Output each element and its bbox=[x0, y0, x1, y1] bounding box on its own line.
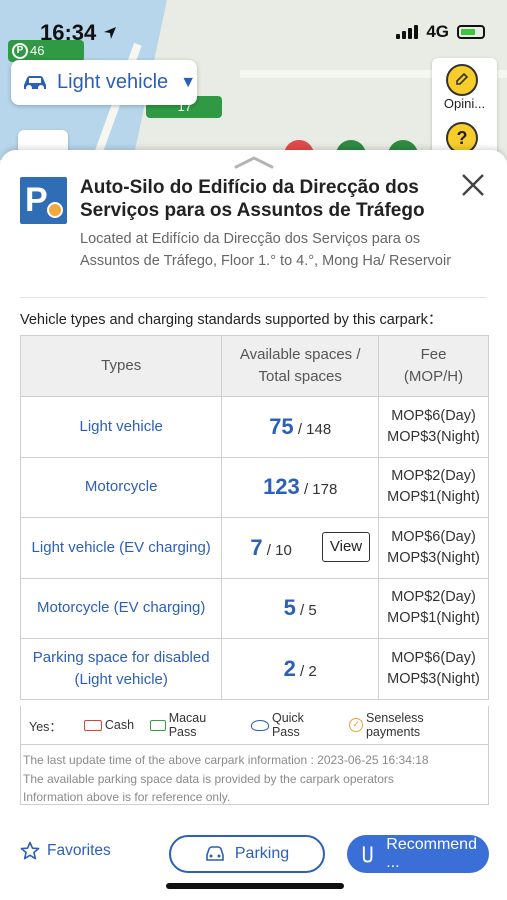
table-row: Motorcycle 123 / 178 MOP$2(Day) MOP$1(Nig… bbox=[19, 456, 489, 518]
header-spaces: Available spaces / Total spaces bbox=[221, 335, 380, 397]
divider bbox=[20, 297, 487, 298]
favorites-label: Favorites bbox=[47, 842, 111, 859]
fee: MOP$6(Day) MOP$3(Night) bbox=[378, 396, 489, 458]
senseless-badge-icon bbox=[47, 202, 63, 218]
car-icon bbox=[206, 846, 224, 861]
available-spaces: 7 / 10 View bbox=[221, 517, 380, 579]
carpark-title: Auto-Silo do Edifício da Direcção dos Se… bbox=[80, 177, 425, 221]
vehicle-type-selector[interactable]: Light vehicle ▼ bbox=[11, 60, 197, 105]
recommend-button[interactable]: Recommend ... bbox=[347, 835, 489, 873]
bottom-action-bar: Favorites Parking Recommend ... bbox=[0, 835, 507, 900]
cash-icon bbox=[83, 719, 102, 731]
status-time: 16:34 bbox=[40, 20, 118, 46]
legend-yes-label: Yes： bbox=[29, 719, 62, 734]
network-label: 4G bbox=[426, 22, 449, 41]
macau-pass-icon bbox=[150, 719, 166, 731]
signal-icon bbox=[396, 25, 419, 39]
close-button[interactable] bbox=[458, 172, 488, 202]
parking-button[interactable]: Parking bbox=[169, 835, 325, 873]
status-indicators: 4G bbox=[396, 22, 485, 42]
vehicle-type: Light vehicle bbox=[19, 396, 223, 458]
view-charging-button[interactable]: View bbox=[322, 532, 371, 562]
fee: MOP$6(Day) MOP$3(Night) bbox=[378, 517, 489, 579]
battery-icon bbox=[457, 25, 485, 39]
legend-senseless: ✓ Senseless payments bbox=[349, 711, 478, 739]
reference-note: Information above is for reference only. bbox=[23, 790, 231, 804]
fee: MOP$2(Day) MOP$1(Night) bbox=[378, 577, 489, 639]
carpark-pin[interactable]: P 46 bbox=[8, 40, 84, 62]
table-row: Motorcycle (EV charging) 5 / 5 MOP$2(Day… bbox=[19, 577, 489, 639]
side-toolbar: Opini... ? bbox=[432, 58, 497, 158]
car-icon bbox=[24, 75, 46, 91]
available-spaces: 2 / 2 bbox=[221, 638, 380, 700]
sheet-handle-chevron-icon[interactable] bbox=[232, 154, 276, 170]
legend-quick-pass: Quick Pass bbox=[251, 711, 333, 739]
section-title: Vehicle types and charging standards sup… bbox=[20, 312, 443, 328]
help-icon[interactable]: ? bbox=[446, 122, 478, 154]
favorites-button[interactable]: Favorites bbox=[20, 841, 111, 861]
table-row: Parking space for disabled (Light vehicl… bbox=[19, 638, 489, 700]
carpark-detail-sheet: P Auto-Silo do Edifício da Direcção dos … bbox=[0, 150, 507, 900]
header-types: Types bbox=[19, 335, 223, 397]
vehicle-type-label: Light vehicle bbox=[57, 71, 169, 93]
caret-down-icon: ▼ bbox=[180, 73, 197, 91]
header-fee: Fee (MOP/H) bbox=[378, 335, 489, 397]
payment-legend: Yes： Cash Macau Pass Quick Pass ✓ Sensele… bbox=[20, 706, 489, 745]
home-indicator[interactable] bbox=[166, 883, 344, 889]
available-spaces: 123 / 178 bbox=[221, 456, 380, 518]
legend-macau-pass: Macau Pass bbox=[150, 711, 235, 739]
data-source-note: The available parking space data is prov… bbox=[23, 771, 394, 786]
route-icon bbox=[362, 846, 373, 863]
feedback-icon[interactable] bbox=[446, 64, 478, 96]
table-header-row: Types Available spaces / Total spaces Fe… bbox=[19, 335, 489, 397]
carpark-pin-count: 46 bbox=[30, 43, 45, 58]
fee: MOP$6(Day) MOP$3(Night) bbox=[378, 638, 489, 700]
quick-pass-icon bbox=[251, 719, 269, 731]
status-bar: 16:34 4G bbox=[0, 0, 507, 45]
carpark-logo: P bbox=[20, 177, 67, 224]
senseless-payment-icon: ✓ bbox=[349, 718, 363, 732]
star-icon bbox=[20, 841, 40, 860]
location-arrow-icon bbox=[104, 27, 117, 39]
vehicle-type: Motorcycle (EV charging) bbox=[19, 577, 223, 639]
table-row: Light vehicle (EV charging) 7 / 10 View … bbox=[19, 517, 489, 579]
vehicle-type: Parking space for disabled (Light vehicl… bbox=[19, 638, 223, 700]
table-row: Light vehicle 75 / 148 MOP$6(Day) MOP$3(N… bbox=[19, 396, 489, 458]
legend-cash: Cash bbox=[83, 718, 134, 732]
vehicle-type: Motorcycle bbox=[19, 456, 223, 518]
parking-icon: P bbox=[12, 43, 28, 59]
fee: MOP$2(Day) MOP$1(Night) bbox=[378, 456, 489, 518]
vehicle-types-table: Types Available spaces / Total spaces Fe… bbox=[19, 335, 489, 700]
info-notes: The last update time of the above carpar… bbox=[20, 745, 489, 805]
available-spaces: 5 / 5 bbox=[221, 577, 380, 639]
update-time-note: The last update time of the above carpar… bbox=[23, 753, 429, 767]
vehicle-type: Light vehicle (EV charging) bbox=[19, 517, 223, 579]
feedback-label[interactable]: Opini... bbox=[443, 96, 486, 111]
parking-label: Parking bbox=[234, 845, 290, 862]
available-spaces: 75 / 148 bbox=[221, 396, 380, 458]
map-road bbox=[240, 70, 507, 78]
carpark-address: Located at Edifício da Direcção dos Serv… bbox=[80, 231, 452, 269]
recommend-label: Recommend ... bbox=[386, 836, 477, 871]
close-icon bbox=[462, 174, 484, 196]
